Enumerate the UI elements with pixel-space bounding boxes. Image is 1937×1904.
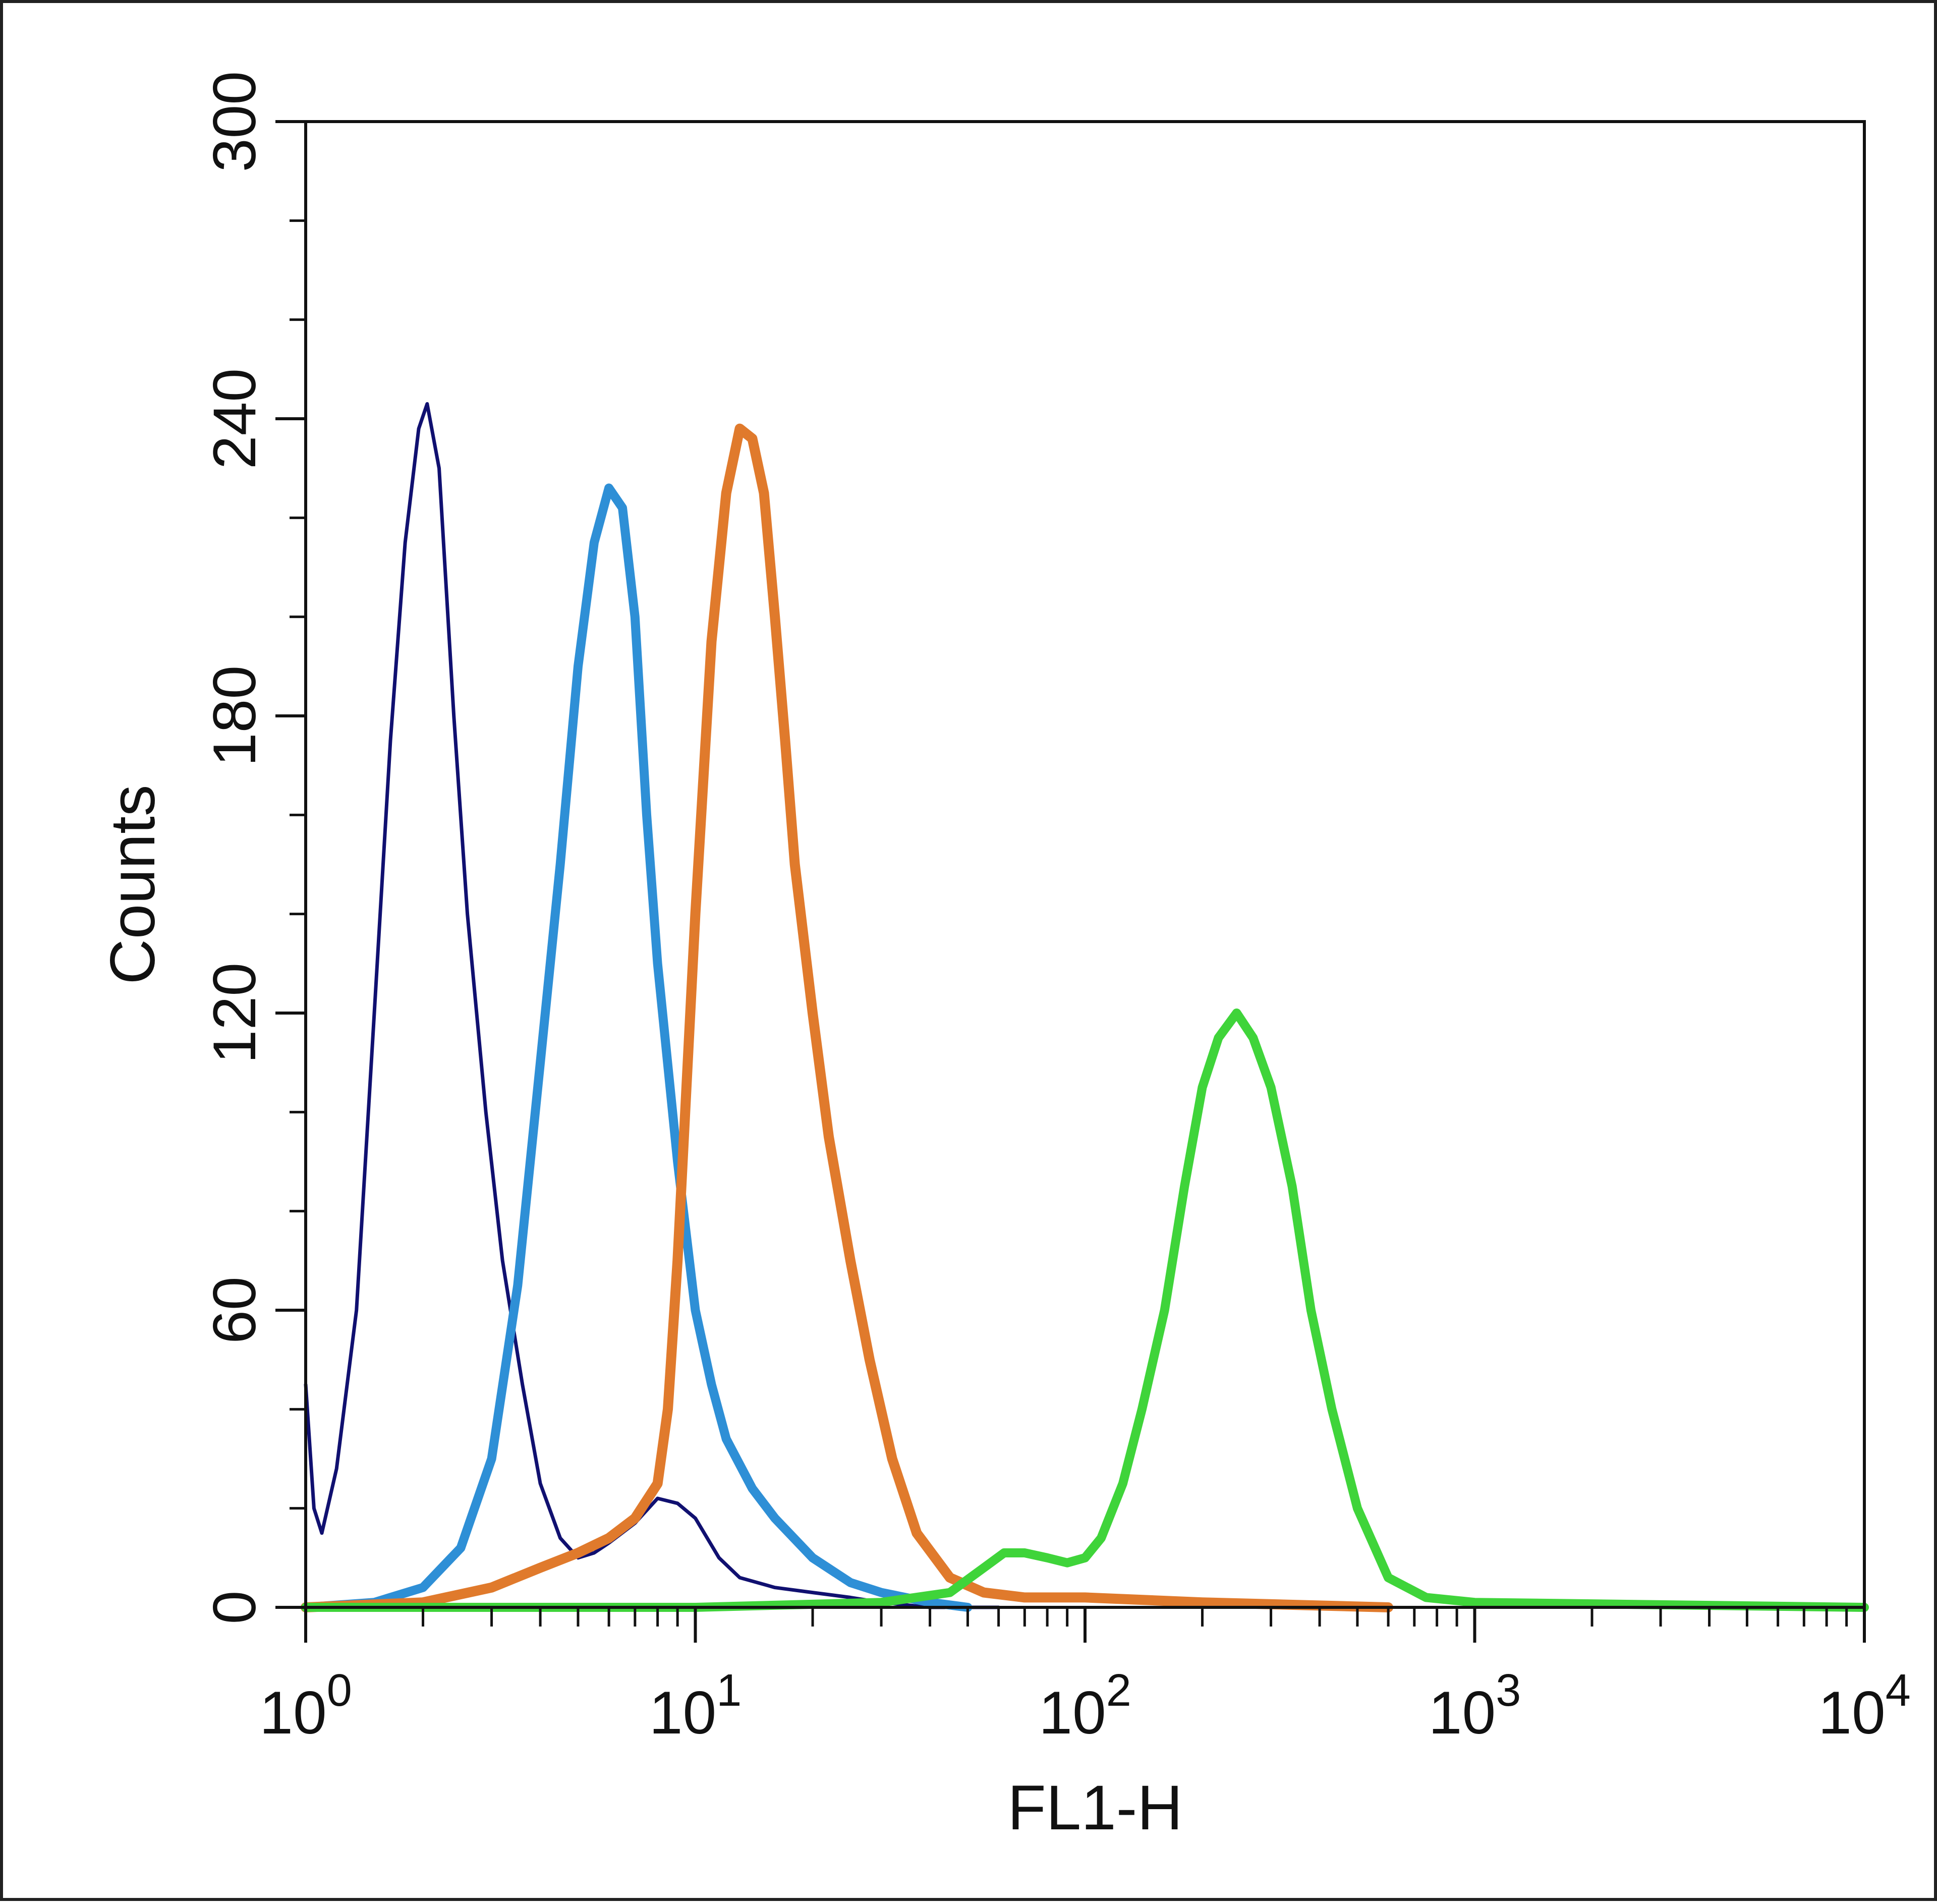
x-tick-label: 100 <box>259 1665 352 1747</box>
y-tick-label: 0 <box>201 1591 268 1625</box>
series-line-2 <box>301 483 973 1612</box>
series-line-1 <box>304 402 1001 1609</box>
series-layer <box>301 402 1869 1612</box>
y-tick-label: 300 <box>201 71 268 172</box>
y-tick-label: 240 <box>201 368 268 469</box>
x-tick-label: 101 <box>649 1665 742 1747</box>
y-tick-label: 120 <box>201 963 268 1063</box>
flow-cytometry-histogram: 0 60 120 180 240 300 100 101 102 103 104 FL1-H Cou… <box>98 71 1911 1843</box>
y-tick-label: 180 <box>201 665 268 766</box>
ticks-layer <box>275 120 1866 1643</box>
labels-layer: 0 60 120 180 240 300 100 101 102 103 104 <box>201 71 1911 1747</box>
y-axis-title: Counts <box>98 785 168 984</box>
series-line-4 <box>301 1009 1869 1612</box>
x-axis-title: FL1-H <box>1007 1773 1182 1843</box>
series-line-3 <box>301 423 1394 1612</box>
plot-frame <box>304 120 1866 1609</box>
x-tick-label: 102 <box>1039 1665 1131 1747</box>
y-tick-label: 60 <box>201 1276 268 1343</box>
x-tick-label: 104 <box>1818 1665 1911 1747</box>
x-tick-label: 103 <box>1429 1665 1521 1747</box>
